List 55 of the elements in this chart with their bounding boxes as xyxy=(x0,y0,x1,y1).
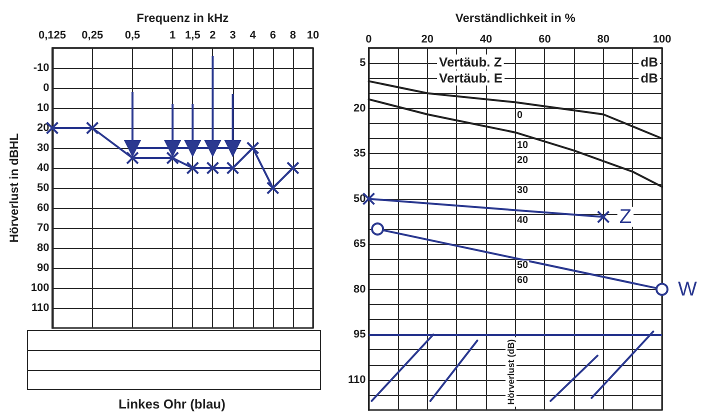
series-label: W xyxy=(678,278,697,300)
annotation: 40 xyxy=(517,215,529,226)
x-axis-title: Verständlichkeit in % xyxy=(455,11,576,25)
annotation: 60 xyxy=(517,275,529,286)
y-tick-label: 30 xyxy=(37,142,50,154)
x-tick-label: 2 xyxy=(210,30,216,42)
annotation: 30 xyxy=(517,185,529,196)
x-axis-title: Frequenz in kHz xyxy=(136,11,229,25)
annotation: 10 xyxy=(517,140,529,151)
annotation: dB xyxy=(640,54,658,70)
annotation: dB xyxy=(640,70,658,86)
x-tick-label: 60 xyxy=(538,34,551,46)
y-tick-label: 60 xyxy=(37,202,50,214)
x-tick-label: 0,25 xyxy=(82,30,104,42)
y-tick-label: 35 xyxy=(353,148,366,160)
y-tick-label: 70 xyxy=(37,222,50,234)
text: Linkes Ohr (blau) xyxy=(118,396,226,412)
y-tick-label: 80 xyxy=(37,242,50,254)
x-tick-label: 4 xyxy=(250,30,257,42)
series-label: Z xyxy=(619,206,632,228)
y-tick-label: 20 xyxy=(37,122,50,134)
y-tick-label: 110 xyxy=(32,302,50,314)
x-tick-label: 40 xyxy=(480,34,492,46)
x-tick-label: 1,5 xyxy=(185,30,200,42)
annotation: Vertäub. Z xyxy=(439,54,502,70)
x-tick-label: 10 xyxy=(306,30,320,42)
x-tick-label: 100 xyxy=(652,34,672,46)
y-tick-label: 65 xyxy=(353,238,366,250)
y-tick-label: 50 xyxy=(353,192,366,205)
y-tick-label: 0 xyxy=(43,82,50,94)
y-tick-label: 50 xyxy=(37,182,50,194)
annotation: Hörverlust (dB) xyxy=(506,339,516,405)
x-tick-label: 1 xyxy=(170,30,176,42)
y-tick-label: 100 xyxy=(30,282,50,294)
y-tick-label: 90 xyxy=(37,262,50,274)
x-tick-label: 20 xyxy=(421,34,434,46)
y-tick-label: 95 xyxy=(353,328,366,341)
x-tick-label: 3 xyxy=(230,30,236,42)
x-tick-label: 6 xyxy=(270,30,276,42)
y-axis-title: Hörverlust in dBHL xyxy=(7,133,21,243)
annotation: 0 xyxy=(517,110,523,121)
x-tick-label: 0,5 xyxy=(124,30,140,42)
y-tick-label: 5 xyxy=(360,57,366,70)
y-tick-label: -10 xyxy=(33,62,50,74)
x-tick-label: 0,125 xyxy=(38,30,66,42)
x-tick-label: 8 xyxy=(290,30,296,42)
y-tick-label: 20 xyxy=(353,102,366,114)
y-tick-label: 80 xyxy=(353,283,366,296)
annotation: Vertäub. E xyxy=(439,70,503,86)
annotation: 50 xyxy=(517,260,529,271)
annotation: 20 xyxy=(517,155,529,166)
y-tick-label: 40 xyxy=(37,162,50,174)
y-tick-label: 110 xyxy=(348,374,366,386)
x-tick-label: 80 xyxy=(597,34,610,46)
y-tick-label: 10 xyxy=(37,102,50,114)
